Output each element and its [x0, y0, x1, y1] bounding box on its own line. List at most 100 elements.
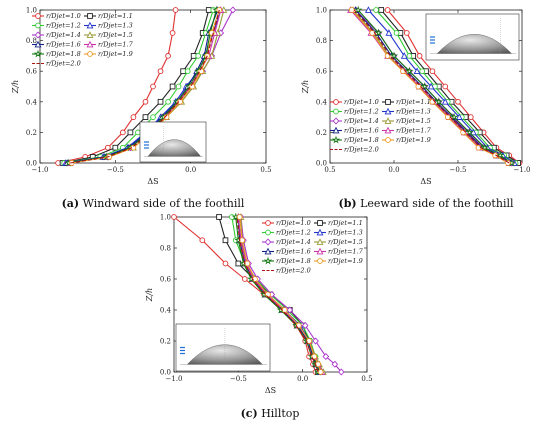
data-point — [169, 30, 176, 36]
legend-item: r/Djet=1.9 — [382, 136, 431, 144]
legend-marker — [86, 31, 94, 38]
legend-label: r/Djet=1.0 — [46, 12, 81, 20]
data-point — [222, 237, 229, 244]
x-axis-label: ΔS — [265, 386, 276, 395]
legend-label: r/Djet=1.6 — [344, 127, 379, 135]
data-point — [150, 114, 156, 120]
data-point — [385, 29, 393, 36]
legend-label: r/Djet=1.5 — [328, 238, 363, 246]
data-point — [317, 369, 324, 375]
data-point — [229, 6, 237, 14]
y-tick-label: 0.0 — [160, 369, 171, 377]
data-point — [419, 68, 426, 75]
legend-marker — [316, 238, 324, 245]
legend-label: r/Djet=1.0 — [344, 98, 379, 106]
legend-marker — [385, 137, 391, 143]
y-axis-label: Z/h — [301, 80, 310, 94]
legend-label: r/Djet=1.6 — [276, 248, 311, 256]
y-tick-label: 0.4 — [26, 98, 38, 106]
legend-label: r/Djet=2.0 — [46, 60, 81, 68]
legend-label: r/Djet=2.0 — [344, 146, 379, 154]
y-tick-label: 0.8 — [160, 245, 171, 253]
data-point — [441, 98, 449, 105]
x-tick-label: −0.5 — [107, 166, 124, 174]
caption-label: (c) — [241, 407, 258, 420]
data-point — [467, 114, 474, 120]
y-tick-label: 0.4 — [160, 307, 172, 315]
legend-label: r/Djet=1.1 — [396, 98, 431, 106]
data-point — [184, 68, 191, 75]
legend-marker — [34, 40, 42, 48]
legend-item: r/Djet=1.6 — [32, 41, 81, 49]
data-point — [378, 7, 385, 13]
legend-marker — [34, 31, 42, 39]
legend-item: r/Djet=1.6 — [262, 248, 311, 256]
legend-marker — [333, 108, 339, 115]
data-point — [429, 68, 436, 75]
x-tick-label: 0.5 — [324, 166, 335, 174]
y-tick-label: 0.8 — [26, 37, 37, 45]
data-point — [169, 83, 176, 90]
legend-item: r/Djet=1.2 — [262, 229, 311, 237]
y-tick-label: 0.6 — [316, 68, 328, 76]
panel-caption: (b) Leeward side of the foothill — [339, 197, 514, 210]
data-point — [373, 7, 379, 13]
hill-shape — [436, 34, 513, 54]
legend-label: r/Djet=1.8 — [344, 136, 379, 144]
data-point — [444, 114, 451, 120]
legend-marker — [35, 22, 41, 29]
panel-caption: (c) Hilltop — [241, 407, 300, 420]
data-point — [130, 114, 137, 120]
legend-label: r/Djet=1.5 — [98, 31, 133, 39]
data-point — [199, 237, 206, 244]
data-point — [241, 276, 248, 282]
legend-item: r/Djet=1.4 — [32, 31, 81, 39]
legend-marker — [333, 99, 339, 105]
data-point — [112, 144, 119, 151]
x-tick-label: 0.5 — [361, 375, 372, 383]
x-tick-label: 0.5 — [260, 166, 271, 174]
legend-item: r/Djet=2.0 — [32, 60, 81, 68]
data-point — [389, 51, 399, 60]
data-point — [460, 129, 466, 136]
legend-label: r/Djet=1.7 — [328, 248, 364, 256]
data-point — [165, 98, 171, 105]
y-tick-label: 1.0 — [160, 214, 171, 222]
hill-inset — [425, 13, 520, 61]
legend-label: r/Djet=1.6 — [46, 41, 81, 49]
chart-panel-a: −1.0 −0.5 0.0 0.5 0.0 0.2 0.4 0.6 0.8 1.0 ΔS Z/h r/D… — [11, 5, 272, 186]
series-10 — [236, 216, 319, 373]
legend: r/Djet=1.0 r/Djet=1.1 r/Djet=1.2 r/Djet=1.3… — [262, 219, 364, 275]
data-point — [353, 5, 363, 14]
legend-marker — [317, 258, 323, 264]
legend-marker — [316, 228, 324, 236]
legend-marker — [332, 117, 340, 125]
data-point — [364, 6, 372, 13]
data-point — [465, 127, 474, 136]
data-point — [157, 98, 164, 105]
data-point — [420, 82, 429, 91]
data-point — [413, 67, 421, 75]
data-point — [222, 260, 229, 267]
legend-label: r/Djet=1.3 — [98, 22, 133, 30]
y-axis-label: Z/h — [145, 288, 154, 302]
legend-item: r/Djet=2.0 — [262, 267, 311, 275]
legend-label: r/Djet=1.2 — [46, 22, 81, 30]
legend-item: r/Djet=1.0 — [330, 98, 379, 106]
data-point — [403, 30, 410, 36]
legend-marker — [384, 126, 392, 134]
legend-item: r/Djet=1.0 — [32, 12, 81, 20]
legend-item: r/Djet=1.2 — [32, 22, 81, 30]
data-point — [198, 68, 205, 75]
data-point — [216, 7, 223, 13]
data-point — [301, 321, 309, 330]
legend-item: r/Djet=1.9 — [84, 50, 133, 58]
series-0 — [55, 7, 179, 166]
legend: r/Djet=1.0 r/Djet=1.1 r/Djet=1.2 r/Djet=1.3… — [32, 12, 134, 68]
legend-label: r/Djet=1.3 — [328, 229, 363, 237]
data-point — [442, 83, 449, 90]
data-point — [239, 237, 246, 244]
series-line — [236, 216, 319, 373]
caption-text: Leeward side of the foothill — [360, 197, 514, 210]
